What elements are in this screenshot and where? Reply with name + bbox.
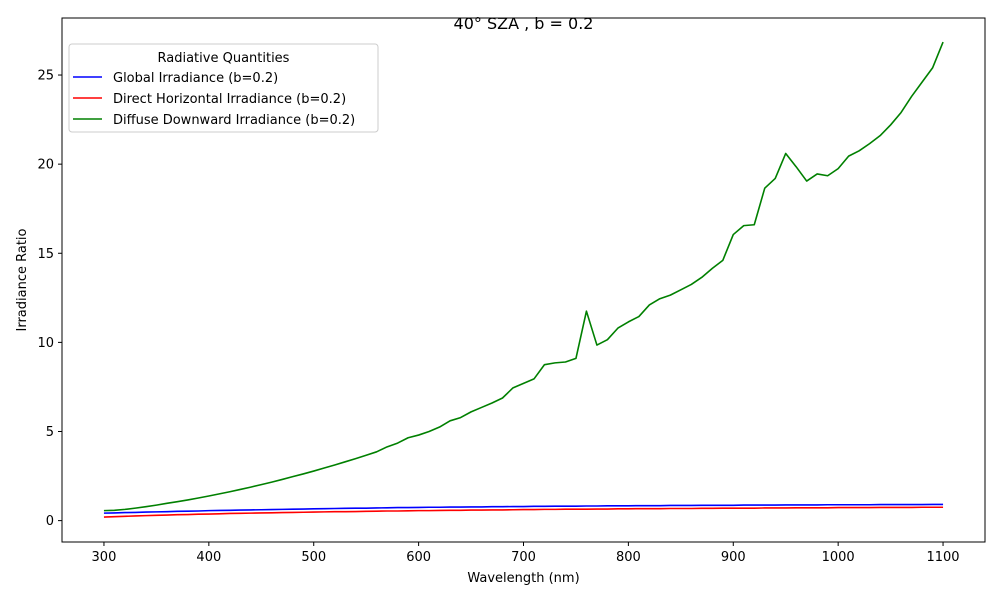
x-tick-label: 400 xyxy=(196,550,221,565)
x-tick-label: 800 xyxy=(616,550,641,565)
y-tick-label: 20 xyxy=(37,158,54,173)
y-tick-label: 10 xyxy=(37,336,54,351)
x-tick-label: 1000 xyxy=(822,550,855,565)
series-line-2 xyxy=(103,41,944,512)
legend-label-diffuse: Diffuse Downward Irradiance (b=0.2) xyxy=(113,113,355,128)
legend-label-global: Global Irradiance (b=0.2) xyxy=(113,71,278,86)
legend-box xyxy=(68,43,379,133)
y-tick-label: 15 xyxy=(37,247,54,262)
x-tick-label: 700 xyxy=(511,550,536,565)
series-layer xyxy=(103,41,944,518)
x-tick-label: 500 xyxy=(301,550,326,565)
x-tick-label: 300 xyxy=(92,550,117,565)
y-axis-label: Irradiance Ratio xyxy=(15,228,30,331)
chart-title: 40° SZA , b = 0.2 xyxy=(454,14,594,33)
y-tick-label: 0 xyxy=(46,514,54,529)
x-tick-label: 600 xyxy=(406,550,431,565)
y-tick-label: 25 xyxy=(37,69,54,84)
y-tick-label: 5 xyxy=(46,425,54,440)
y-axis: 0 5 10 15 20 25 xyxy=(37,69,62,529)
legend: Radiative Quantities Global Irradiance (… xyxy=(68,43,379,133)
series-line-0 xyxy=(103,503,944,514)
x-tick-label: 900 xyxy=(721,550,746,565)
legend-title: Radiative Quantities xyxy=(158,51,290,66)
legend-label-direct: Direct Horizontal Irradiance (b=0.2) xyxy=(113,92,346,107)
series-line-1 xyxy=(103,506,944,518)
x-tick-label: 1100 xyxy=(926,550,959,565)
x-axis-label: Wavelength (nm) xyxy=(467,571,579,586)
x-axis: 300 400 500 600 700 800 900 1000 1100 xyxy=(92,542,960,565)
